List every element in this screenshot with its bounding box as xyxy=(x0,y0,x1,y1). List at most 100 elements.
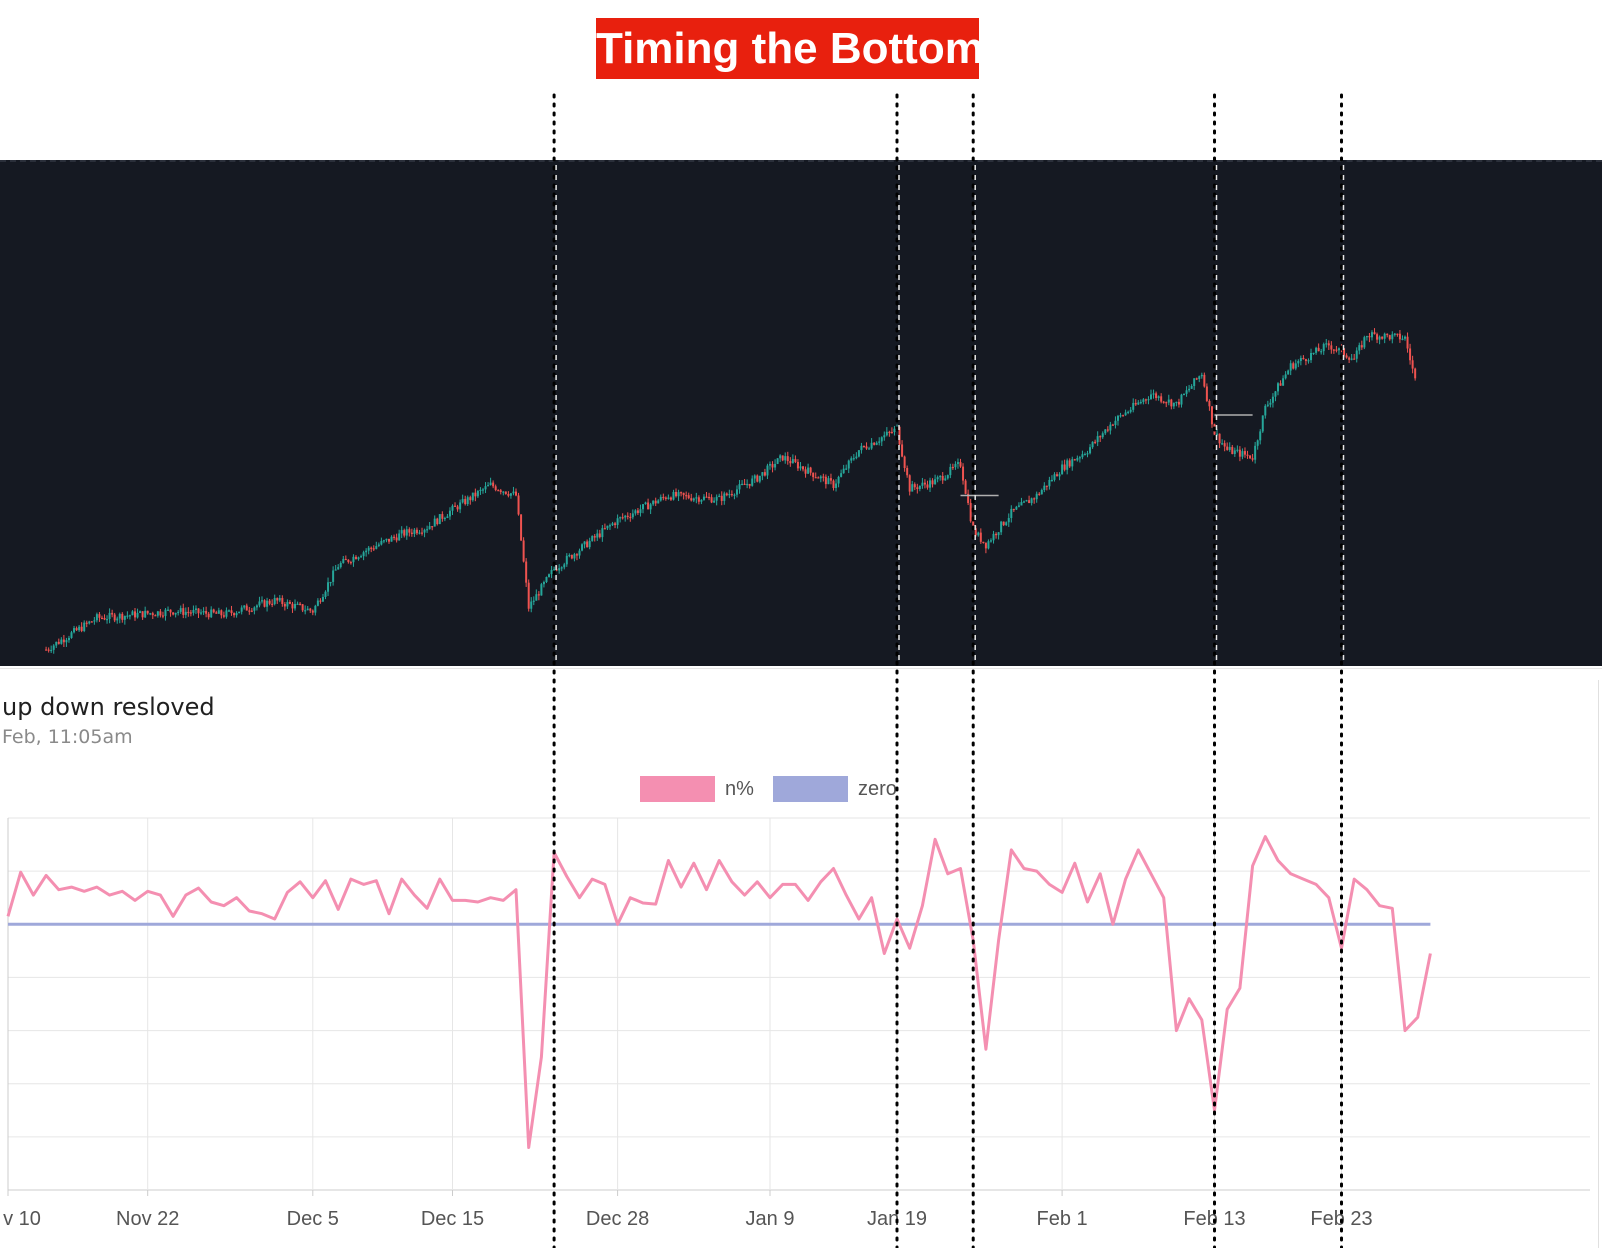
candle-body xyxy=(926,484,929,488)
candle-body xyxy=(415,529,418,534)
candle-body xyxy=(619,517,622,519)
candle-body xyxy=(1259,431,1262,441)
candle-body xyxy=(1287,370,1290,375)
candle-body xyxy=(532,600,535,602)
candle-body xyxy=(448,510,451,517)
candle-body xyxy=(626,515,629,517)
candle-body xyxy=(352,556,355,563)
candle-body xyxy=(177,611,180,614)
candle-body xyxy=(690,498,693,501)
x-tick-label: Dec 15 xyxy=(420,1208,485,1230)
candle-body xyxy=(321,596,324,602)
candle-body xyxy=(370,547,373,549)
candle-body xyxy=(718,495,721,498)
candle-body xyxy=(713,500,716,503)
candle-body xyxy=(601,528,604,538)
candle-body xyxy=(1053,474,1056,480)
candle-body xyxy=(611,523,614,526)
candle-body xyxy=(540,584,543,596)
candle-body xyxy=(47,649,50,651)
series-line-n-percent xyxy=(6,835,1432,1149)
candle-body xyxy=(654,500,657,504)
candle-body xyxy=(294,603,297,609)
candle-body xyxy=(1233,450,1236,454)
candle-body xyxy=(238,611,241,614)
candle-body xyxy=(388,538,390,542)
candle-body xyxy=(1188,388,1191,391)
candle-body xyxy=(1111,424,1114,426)
candle-body xyxy=(741,483,744,486)
candle-body xyxy=(786,456,789,462)
candle-body xyxy=(360,556,363,558)
candle-body xyxy=(751,478,754,486)
candle-body xyxy=(807,467,810,474)
candle-body xyxy=(687,495,690,499)
candle-body xyxy=(652,500,655,505)
x-tick-label: Dec 5 xyxy=(286,1208,339,1230)
candle-body xyxy=(1142,399,1145,402)
candle-body xyxy=(1249,455,1252,459)
x-tick-label: Nov 22 xyxy=(116,1208,180,1230)
candle-body xyxy=(669,497,672,500)
candle-body xyxy=(354,556,357,560)
candle-body xyxy=(240,607,243,612)
candle-body xyxy=(1282,378,1285,386)
candle-body xyxy=(253,607,256,611)
legend-item-n-percent[interactable]: n% xyxy=(640,776,754,802)
candle-body xyxy=(507,494,510,496)
candle-body xyxy=(75,628,78,631)
candle-body xyxy=(134,611,136,618)
candle-body xyxy=(583,541,586,545)
x-tick-label: v 10 xyxy=(3,1208,41,1230)
candle-body xyxy=(210,609,213,618)
candle-body xyxy=(1058,474,1061,477)
candle-body xyxy=(288,601,291,604)
candle-body xyxy=(459,502,462,510)
candle-body xyxy=(1050,479,1053,482)
candle-body xyxy=(705,496,708,498)
legend-item-zero[interactable]: zero xyxy=(773,776,897,802)
candle-body xyxy=(929,480,932,488)
candle-body xyxy=(1020,502,1023,506)
candle-body xyxy=(278,598,281,601)
candle-body xyxy=(93,620,96,622)
candle-body xyxy=(85,622,88,624)
candle-body xyxy=(685,495,688,497)
candle-body xyxy=(657,500,660,504)
candle-body xyxy=(817,477,820,479)
candle-body xyxy=(215,612,218,614)
candle-body xyxy=(1132,402,1135,410)
candle-body xyxy=(309,608,312,611)
candle-body xyxy=(1096,436,1099,443)
candle-body xyxy=(1035,493,1038,500)
candle-body xyxy=(1393,333,1396,335)
candle-body xyxy=(149,613,152,615)
candle-body xyxy=(977,532,980,536)
candle-body xyxy=(1355,350,1358,359)
candle-body xyxy=(949,466,952,476)
candle-body xyxy=(1238,449,1241,457)
candle-body xyxy=(771,464,774,468)
candle-body xyxy=(128,615,131,617)
candle-body xyxy=(1119,415,1122,417)
candle-body xyxy=(890,431,893,434)
candle-body xyxy=(720,495,723,501)
candle-body xyxy=(1277,383,1279,392)
candle-body xyxy=(1010,508,1013,519)
candle-body xyxy=(1401,338,1404,340)
candle-body xyxy=(154,615,157,617)
candle-body xyxy=(194,608,197,610)
candle-body xyxy=(362,552,365,557)
candle-body xyxy=(393,536,396,538)
candle-body xyxy=(281,598,284,604)
candle-body xyxy=(1376,334,1379,340)
candle-body xyxy=(299,603,302,605)
candle-body xyxy=(314,605,317,613)
candle-body xyxy=(799,466,802,469)
candle-body xyxy=(522,540,525,562)
candle-body xyxy=(172,612,175,615)
candle-body xyxy=(553,569,556,571)
candle-body xyxy=(202,610,205,613)
candle-body xyxy=(743,483,746,486)
